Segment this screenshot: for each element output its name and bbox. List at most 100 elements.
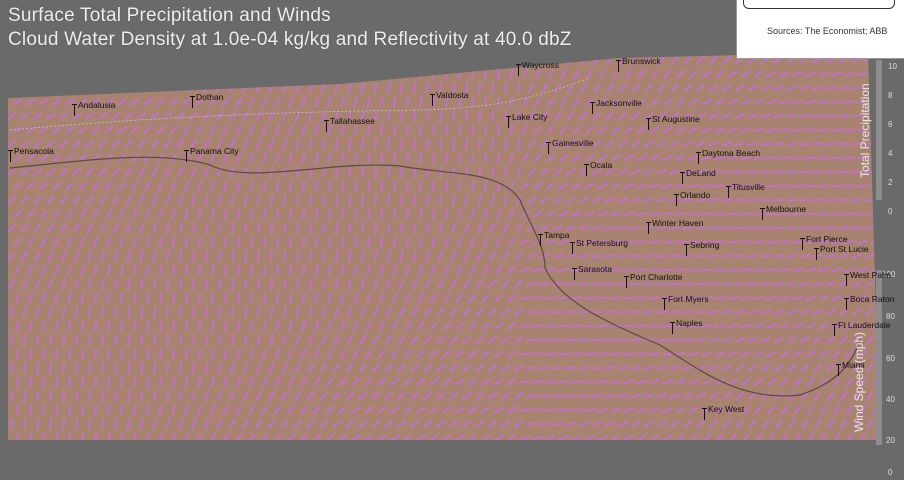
- wind-vector: [107, 404, 111, 416]
- wind-vector: [13, 209, 22, 219]
- wind-vector: [695, 112, 706, 120]
- wind-vector: [138, 167, 146, 177]
- wind-colorbar: [876, 270, 882, 445]
- wind-vector: [242, 391, 249, 401]
- wind-vector: [495, 265, 503, 275]
- wind-vector: [286, 405, 295, 415]
- wind-vector: [105, 209, 112, 219]
- wind-vector: [792, 322, 803, 330]
- wind-vector: [509, 152, 514, 164]
- wind-vector: [280, 419, 289, 429]
- wind-vector: [260, 433, 269, 440]
- wind-vector: [346, 335, 353, 345]
- wind-vector: [721, 337, 732, 343]
- wind-vector: [286, 433, 295, 440]
- wind-vector: [833, 433, 841, 440]
- wind-vector: [182, 125, 191, 135]
- wind-vector: [455, 350, 465, 358]
- wind-vector: [88, 418, 92, 430]
- wind-vector: [335, 222, 339, 234]
- wind-vector: [21, 251, 29, 261]
- wind-vector: [701, 212, 713, 216]
- wind-vector: [120, 348, 123, 360]
- wind-vector: [75, 334, 79, 346]
- wind-vector: [178, 194, 184, 206]
- wind-vector: [649, 296, 661, 300]
- wind-vector: [497, 68, 501, 80]
- wind-vector: [714, 184, 726, 188]
- wind-vector: [146, 264, 150, 276]
- wind-vector: [831, 212, 843, 216]
- wind-vector: [379, 96, 384, 108]
- wind-vector: [676, 69, 685, 79]
- wind-vector: [373, 110, 378, 122]
- wind-vector: [708, 112, 719, 120]
- wind-vector: [257, 194, 261, 206]
- wind-vector: [143, 153, 152, 163]
- wind-vector: [747, 282, 759, 286]
- precip-tick: 0: [888, 207, 893, 216]
- wind-vector: [230, 362, 235, 374]
- wind-vector: [714, 351, 725, 357]
- wind-vector: [230, 194, 235, 206]
- wind-vector: [295, 138, 300, 150]
- wind-vector: [81, 404, 85, 416]
- city-pin-icon: [674, 194, 679, 206]
- wind-vector: [800, 336, 810, 344]
- wind-vector: [497, 96, 500, 108]
- wind-vector: [610, 324, 622, 328]
- precip-tick: 10: [888, 62, 897, 71]
- wind-vector: [405, 236, 410, 248]
- wind-vector: [236, 152, 242, 164]
- wind-vector: [198, 236, 202, 248]
- wind-vector: [514, 364, 524, 372]
- wind-vector: [307, 83, 314, 93]
- wind-vector: [584, 211, 595, 217]
- wind-vector: [475, 307, 484, 317]
- wind-vector: [465, 110, 468, 122]
- precip-tick: 2: [888, 178, 893, 187]
- wind-vector: [406, 124, 410, 136]
- wind-vector: [158, 404, 163, 416]
- wind-vector: [429, 321, 438, 331]
- wind-vector: [190, 139, 198, 149]
- wind-vector: [792, 156, 804, 160]
- wind-vector: [165, 390, 170, 402]
- precip-tick: 4: [888, 149, 893, 158]
- wind-vector: [779, 99, 790, 105]
- wind-vector: [16, 376, 20, 388]
- wind-vector: [287, 377, 294, 387]
- wind-vector: [519, 408, 531, 412]
- wind-vector: [312, 434, 322, 440]
- wind-vector: [831, 267, 842, 273]
- wind-vector: [643, 197, 654, 203]
- wind-vector: [153, 306, 157, 318]
- wind-vector: [351, 406, 361, 414]
- wind-vector: [818, 71, 829, 77]
- wind-vector: [13, 126, 23, 134]
- wind-vector: [760, 142, 772, 146]
- wind-vector: [432, 96, 436, 108]
- wind-vector: [591, 393, 603, 399]
- wind-vector: [165, 418, 171, 430]
- wind-vector: [322, 166, 326, 178]
- wind-vector: [49, 390, 52, 402]
- wind-vector: [75, 390, 79, 402]
- wind-vector: [33, 140, 43, 148]
- city-label: Tallahassee: [324, 116, 375, 132]
- wind-vector: [328, 180, 332, 192]
- wind-vector: [825, 170, 837, 174]
- wind-vector: [818, 240, 830, 244]
- wind-vector: [688, 212, 700, 216]
- wind-vector: [598, 154, 608, 162]
- wind-vector: [805, 267, 816, 273]
- city-label: Waycross: [516, 60, 559, 76]
- wind-vector: [662, 183, 673, 189]
- wind-vector: [249, 320, 254, 332]
- wind-vector: [573, 97, 581, 107]
- wind-vector: [812, 226, 824, 230]
- wind-vector: [675, 324, 687, 328]
- wind-vector: [335, 166, 339, 178]
- wind-vector: [229, 111, 237, 121]
- wind-vector: [515, 251, 523, 261]
